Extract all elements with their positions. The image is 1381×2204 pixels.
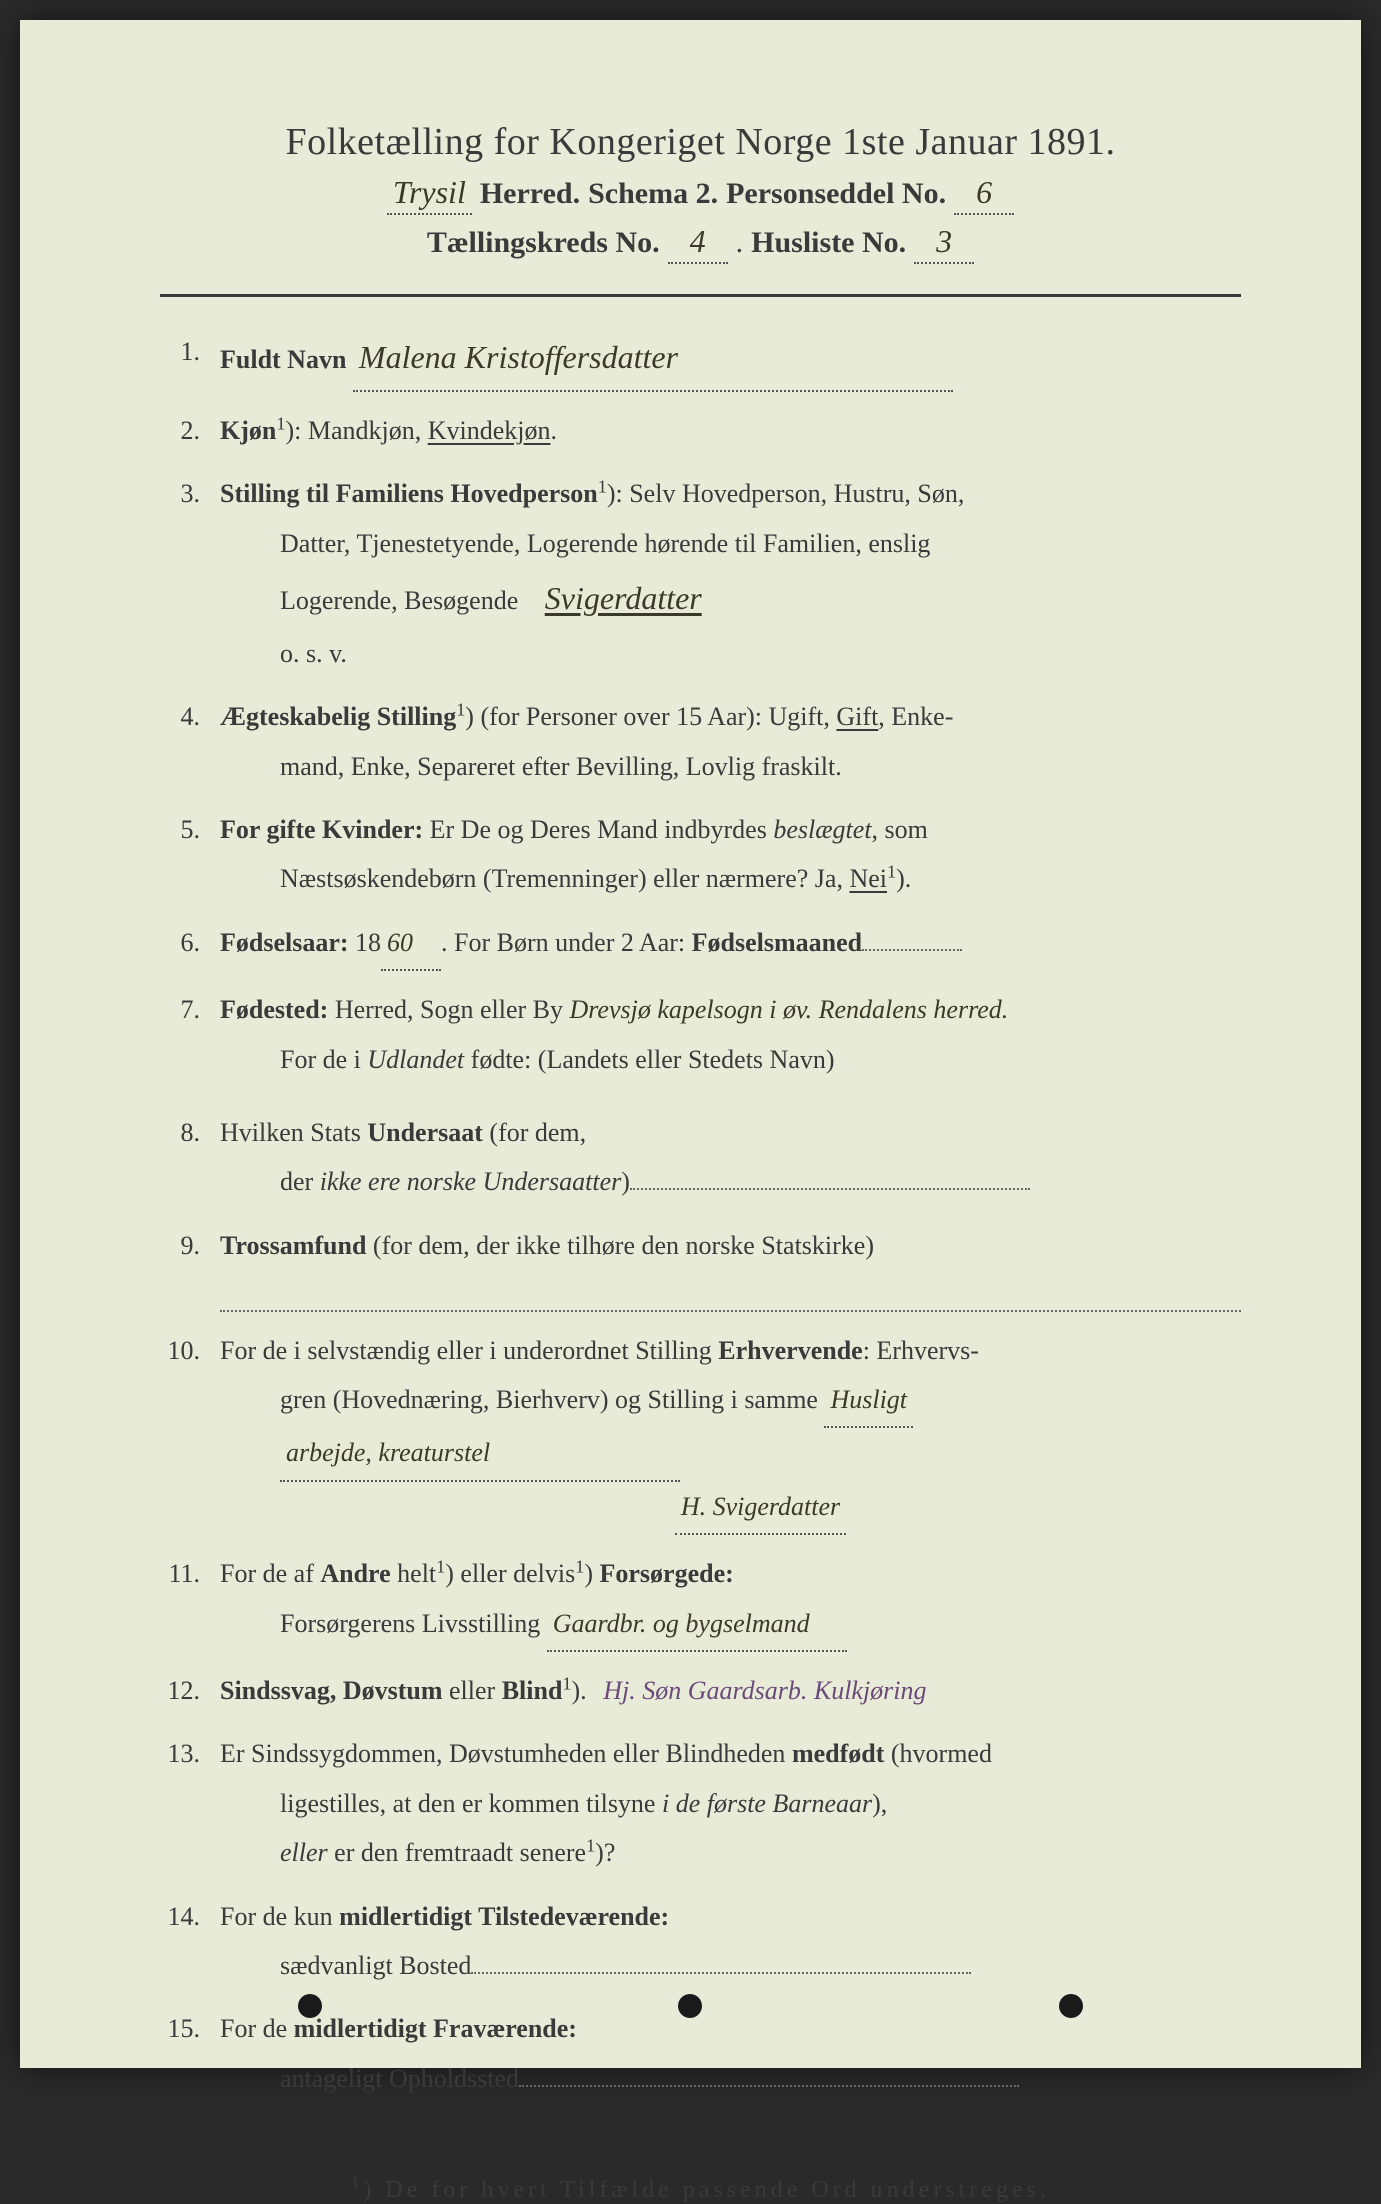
row-num: 5. bbox=[160, 805, 220, 854]
occupation-1: Husligt bbox=[824, 1375, 913, 1428]
row-num: 6. bbox=[160, 918, 220, 967]
row-6: 6. Fødselsaar: 1860. For Børn under 2 Aa… bbox=[160, 918, 1241, 971]
row-2: 2. Kjøn1): Mandkjøn, Kvindekjøn. bbox=[160, 406, 1241, 455]
herred-label: Herred. bbox=[480, 177, 580, 211]
row-num: 12. bbox=[160, 1666, 220, 1715]
row-14: 14. For de kun midlertidigt Tilstedevære… bbox=[160, 1892, 1241, 1991]
form-header: Folketælling for Kongeriget Norge 1ste J… bbox=[160, 120, 1241, 264]
field-label: Trossamfund bbox=[220, 1231, 366, 1260]
herred-value: Trysil bbox=[387, 174, 472, 215]
husliste-no: 3 bbox=[914, 223, 974, 264]
field-label: Sindssvag, Døvstum bbox=[220, 1676, 443, 1705]
taellingskreds-no: 4 bbox=[668, 223, 728, 264]
schema-label: Schema 2. bbox=[588, 177, 718, 211]
hole-icon bbox=[1059, 1994, 1083, 2018]
provider-value: Gaardbr. og bygselmand bbox=[547, 1599, 847, 1652]
field-label: Kjøn bbox=[220, 416, 276, 445]
row-15: 15. For de midlertidigt Fraværende: anta… bbox=[160, 2004, 1241, 2103]
row-num: 10. bbox=[160, 1326, 220, 1375]
marital-status: Gift bbox=[836, 702, 878, 731]
row-num: 3. bbox=[160, 469, 220, 518]
row-num: 9. bbox=[160, 1221, 220, 1270]
birthplace-value: Drevsjø kapelsogn i øv. Rendalens herred… bbox=[570, 995, 1009, 1024]
taellingskreds-label: Tællingskreds No. bbox=[427, 226, 660, 260]
row-8: 8. Hvilken Stats Undersaat (for dem, der… bbox=[160, 1108, 1241, 1207]
kreds-row: Tællingskreds No. 4 . Husliste No. 3 bbox=[160, 223, 1241, 264]
row-num: 4. bbox=[160, 692, 220, 741]
birth-year: 60 bbox=[381, 918, 441, 971]
row-num: 13. bbox=[160, 1729, 220, 1778]
row-7: 7. Fødested: Herred, Sogn eller By Drevs… bbox=[160, 985, 1241, 1084]
row-9: 9. Trossamfund (for dem, der ikke tilhør… bbox=[160, 1221, 1241, 1312]
disability-note: Hj. Søn Gaardsarb. Kulkjøring bbox=[603, 1676, 926, 1705]
personseddel-no: 6 bbox=[954, 174, 1014, 215]
row-12: 12. Sindssvag, Døvstum eller Blind1). Hj… bbox=[160, 1666, 1241, 1715]
hole-icon bbox=[298, 1994, 322, 2018]
husliste-label: Husliste No. bbox=[751, 226, 906, 260]
field-label: Ægteskabelig Stilling bbox=[220, 702, 456, 731]
field-label: Fødselsaar: bbox=[220, 928, 349, 957]
occupation-3: H. Svigerdatter bbox=[675, 1482, 846, 1535]
row-11: 11. For de af Andre helt1) eller delvis1… bbox=[160, 1549, 1241, 1652]
related-answer: Nei bbox=[849, 864, 887, 893]
field-label: Fødested: bbox=[220, 995, 328, 1024]
row-num: 2. bbox=[160, 406, 220, 455]
row-10: 10. For de i selvstændig eller i underor… bbox=[160, 1326, 1241, 1536]
footnote: 1) De for hvert Tilfælde passende Ord un… bbox=[160, 2173, 1241, 2204]
form-body: 1. Fuldt Navn Malena Kristoffersdatter 2… bbox=[160, 327, 1241, 2103]
row-5: 5. For gifte Kvinder: Er De og Deres Man… bbox=[160, 805, 1241, 904]
relation-value: Svigerdatter bbox=[545, 580, 702, 616]
personseddel-label: Personseddel No. bbox=[726, 177, 946, 211]
field-label: Stilling til Familiens Hovedperson bbox=[220, 479, 598, 508]
row-num: 11. bbox=[160, 1549, 220, 1598]
field-label: For gifte Kvinder: bbox=[220, 815, 423, 844]
main-title: Folketælling for Kongeriget Norge 1ste J… bbox=[160, 120, 1241, 164]
row-num: 14. bbox=[160, 1892, 220, 1941]
binding-holes bbox=[20, 1994, 1361, 2018]
name-value: Malena Kristoffersdatter bbox=[353, 327, 953, 392]
occupation-2: arbejde, kreaturstel bbox=[280, 1428, 680, 1481]
row-num: 8. bbox=[160, 1108, 220, 1157]
row-1: 1. Fuldt Navn Malena Kristoffersdatter bbox=[160, 327, 1241, 392]
field-label: Fuldt Navn bbox=[220, 345, 346, 374]
row-num: 7. bbox=[160, 985, 220, 1034]
herred-row: Trysil Herred. Schema 2. Personseddel No… bbox=[160, 174, 1241, 215]
hole-icon bbox=[678, 1994, 702, 2018]
selected-gender: Kvindekjøn bbox=[428, 416, 551, 445]
row-13: 13. Er Sindssygdommen, Døvstumheden elle… bbox=[160, 1729, 1241, 1877]
header-divider bbox=[160, 294, 1241, 297]
row-num: 1. bbox=[160, 327, 220, 376]
row-4: 4. Ægteskabelig Stilling1) (for Personer… bbox=[160, 692, 1241, 791]
row-3: 3. Stilling til Familiens Hovedperson1):… bbox=[160, 469, 1241, 678]
census-form-page: Folketælling for Kongeriget Norge 1ste J… bbox=[20, 20, 1361, 2068]
